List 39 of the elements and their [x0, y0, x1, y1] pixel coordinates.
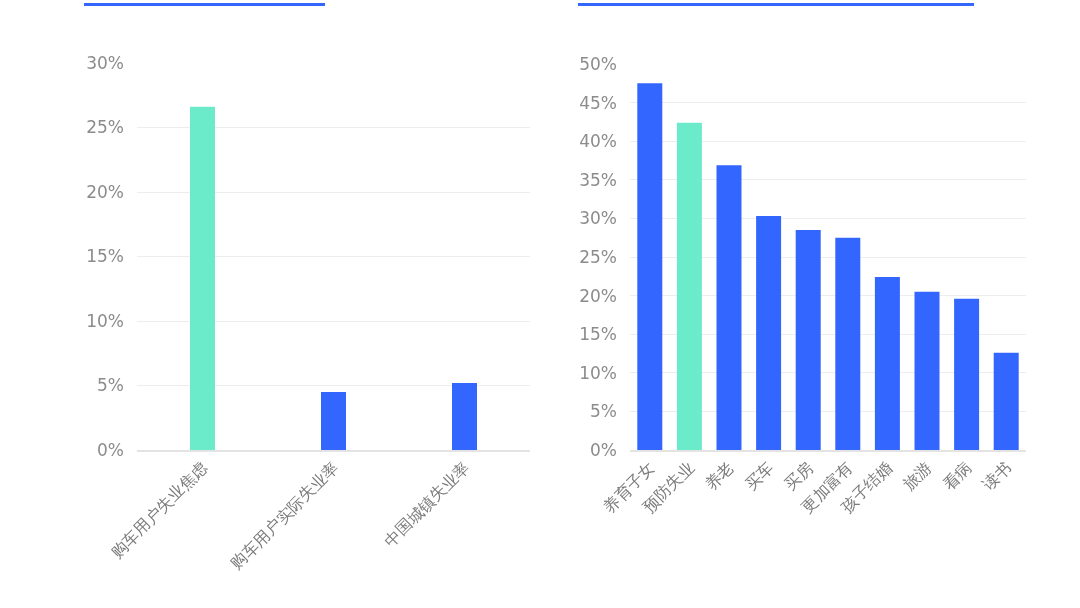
bar: [835, 237, 861, 450]
bar: [954, 298, 980, 450]
y-tick-label: 10%: [86, 310, 124, 331]
x-tick-label: 买车: [741, 457, 778, 494]
x-tick-label: 旅游: [899, 457, 936, 494]
bar: [914, 291, 940, 450]
y-tick-label: 25%: [579, 246, 617, 267]
x-tick-label: 中国城镇失业率: [380, 457, 473, 551]
y-tick-label: 30%: [579, 208, 617, 229]
bar: [676, 122, 702, 450]
y-tick-label: 15%: [86, 246, 124, 267]
y-tick-label: 35%: [579, 169, 617, 190]
bar: [452, 382, 477, 450]
y-tick-label: 0%: [97, 439, 124, 460]
y-tick-label: 5%: [97, 375, 124, 396]
y-tick-label: 0%: [590, 439, 617, 460]
bar: [795, 229, 821, 450]
y-tick-label: 50%: [579, 53, 617, 74]
x-tick-label: 养老: [701, 457, 738, 494]
x-tick-label: 读书: [978, 457, 1015, 494]
y-tick-label: 20%: [579, 285, 617, 306]
bar: [716, 165, 742, 450]
bar: [756, 216, 782, 450]
x-tick-label: 购车用户实际失业率: [226, 457, 342, 574]
y-tick-label: 5%: [590, 401, 617, 422]
bar: [190, 106, 215, 450]
y-tick-label: 40%: [579, 131, 617, 152]
bar: [637, 83, 663, 450]
bar: [321, 391, 346, 450]
y-tick-label: 20%: [86, 181, 124, 202]
y-tick-label: 30%: [86, 52, 124, 73]
x-tick-label: 看病: [939, 457, 976, 494]
x-tick-label: 购车用户失业焦虑: [107, 457, 211, 562]
bar: [874, 277, 900, 450]
y-tick-label: 15%: [579, 324, 617, 345]
bar: [993, 352, 1019, 450]
y-tick-label: 25%: [86, 117, 124, 138]
y-tick-label: 45%: [579, 92, 617, 113]
y-tick-label: 10%: [579, 362, 617, 383]
